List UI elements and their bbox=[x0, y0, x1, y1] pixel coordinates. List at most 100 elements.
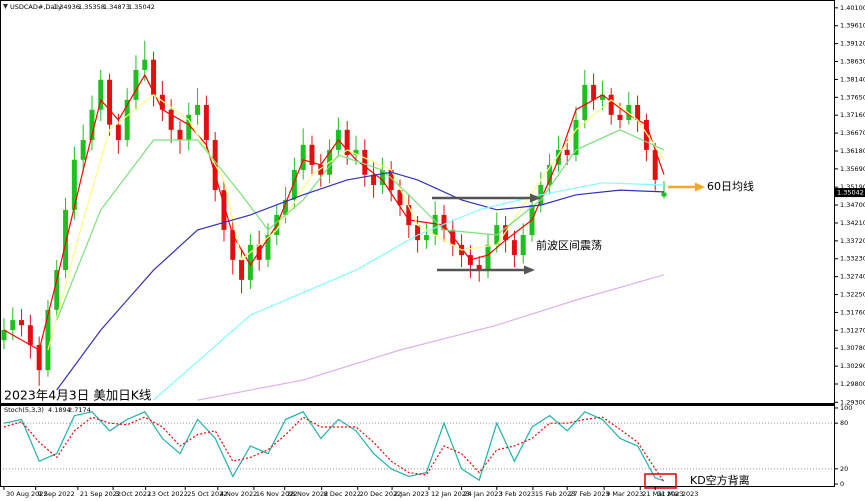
candle-body bbox=[45, 309, 51, 371]
stoch-label: Stoch(5,3,3) bbox=[4, 406, 44, 414]
candle-body bbox=[300, 144, 306, 170]
y-tick-label: 1.36670 bbox=[840, 129, 865, 137]
y-tick-label: 1.34700 bbox=[840, 201, 865, 209]
candle-body bbox=[291, 169, 297, 200]
y-tick-label: 1.37160 bbox=[840, 111, 865, 119]
candle-body bbox=[89, 109, 95, 141]
candle-body bbox=[142, 59, 148, 70]
y-tick-label: 100 bbox=[840, 404, 852, 412]
y-tick-label: 1.30780 bbox=[840, 344, 865, 352]
y-tick-label: 1.31270 bbox=[840, 326, 865, 334]
candle-body bbox=[247, 244, 253, 280]
y-tick-label: 1.39120 bbox=[840, 40, 865, 48]
x-tick-label: 9 Mar 2023 bbox=[606, 490, 643, 498]
ma-note: 60日均线 bbox=[707, 179, 754, 193]
x-tick-label: 8 Dec 2022 bbox=[324, 490, 361, 498]
candle-body bbox=[71, 159, 77, 210]
candle-body bbox=[265, 235, 271, 260]
candle-body bbox=[591, 84, 597, 100]
x-tick-label: 15 Feb 2023 bbox=[535, 490, 575, 498]
y-tick-label: 1.29800 bbox=[840, 380, 865, 388]
y-tick-label: 0 bbox=[840, 480, 844, 488]
x-tick-label: 9 Sep 2022 bbox=[38, 490, 75, 498]
candle-body bbox=[555, 149, 561, 165]
candle-body bbox=[63, 209, 69, 271]
arrow-head bbox=[530, 193, 541, 203]
x-tick-label: 12 Jan 2023 bbox=[431, 490, 470, 498]
candle-body bbox=[159, 94, 165, 110]
y-tick-label: 1.31760 bbox=[840, 308, 865, 316]
candle-body bbox=[608, 94, 614, 115]
x-tick-label: 3 Feb 2023 bbox=[499, 490, 535, 498]
candle-body bbox=[432, 214, 438, 236]
x-tick-label: 24 Jan 2023 bbox=[464, 490, 503, 498]
candle-body bbox=[80, 140, 86, 160]
series-line bbox=[56, 171, 665, 391]
candle-body bbox=[511, 240, 517, 256]
y-tick-label: 1.38630 bbox=[840, 58, 865, 66]
candle-body bbox=[652, 149, 658, 180]
arrow-head bbox=[524, 265, 535, 275]
candle-body bbox=[441, 214, 447, 230]
candle-body bbox=[239, 259, 245, 280]
header-close: 1.35042 bbox=[128, 3, 155, 11]
candle-body bbox=[151, 59, 157, 95]
y-tick-label: 1.39610 bbox=[840, 22, 865, 30]
x-tick-label: 4 Nov 2022 bbox=[220, 490, 258, 498]
candle-body bbox=[309, 144, 315, 165]
range-note: 前波区间震荡 bbox=[536, 238, 602, 252]
candle-body bbox=[36, 344, 42, 371]
candle-body bbox=[195, 104, 201, 115]
candle-body bbox=[564, 149, 570, 156]
candle-body bbox=[19, 320, 25, 326]
y-tick-label: 1.36180 bbox=[840, 147, 865, 155]
candle-body bbox=[626, 104, 632, 120]
candle-body bbox=[186, 114, 192, 141]
y-tick-label: 20 bbox=[840, 465, 848, 473]
candle-body bbox=[115, 124, 121, 141]
x-tick-label: 16 Nov 2022 bbox=[256, 490, 298, 498]
x-tick-label: 21 Mar 2023 bbox=[642, 490, 683, 498]
header-high: 1.35358 bbox=[78, 3, 105, 11]
stoch-d: 2.7174 bbox=[68, 406, 91, 414]
candle-body bbox=[107, 79, 113, 125]
candle-body bbox=[1, 329, 7, 341]
series-line bbox=[47, 94, 665, 351]
header-icon bbox=[3, 4, 8, 9]
candle-body bbox=[485, 244, 491, 271]
y-tick-label: 80 bbox=[840, 419, 848, 427]
y-tick-label: 1.30290 bbox=[840, 362, 865, 370]
candle-body bbox=[406, 205, 412, 226]
y-tick-label: 1.29300 bbox=[840, 398, 865, 406]
x-tick-label: 13 Oct 2022 bbox=[148, 490, 188, 498]
series-line bbox=[153, 182, 665, 401]
stoch-k: 4.1894 bbox=[48, 406, 71, 414]
candle-body bbox=[98, 79, 104, 110]
y-tick-label: 1.37650 bbox=[840, 93, 865, 101]
kd-note: KD空方背离 bbox=[690, 473, 750, 487]
candle-body bbox=[10, 320, 16, 330]
candle-body bbox=[520, 235, 526, 256]
price-label: 1.35042 bbox=[837, 189, 864, 197]
y-tick-label: 1.40100 bbox=[840, 4, 865, 12]
y-tick-label: 1.38140 bbox=[840, 75, 865, 83]
series-line bbox=[3, 416, 665, 483]
price-label-box bbox=[835, 188, 865, 198]
candle-body bbox=[27, 325, 33, 345]
y-tick-label: 1.35190 bbox=[840, 183, 865, 191]
series-line bbox=[3, 411, 665, 482]
candle-body bbox=[124, 99, 130, 141]
candle-body bbox=[133, 69, 139, 100]
candle-body bbox=[371, 174, 377, 185]
candle-body bbox=[203, 104, 209, 141]
candle-body bbox=[643, 119, 649, 150]
candle-body bbox=[230, 229, 236, 260]
x-tick-label: 20 Dec 2022 bbox=[360, 490, 402, 498]
series-line bbox=[197, 274, 665, 401]
x-tick-label: 21 Sep 2022 bbox=[80, 490, 121, 498]
header-open: 1.34936 bbox=[53, 3, 80, 11]
candle-body bbox=[379, 169, 385, 185]
